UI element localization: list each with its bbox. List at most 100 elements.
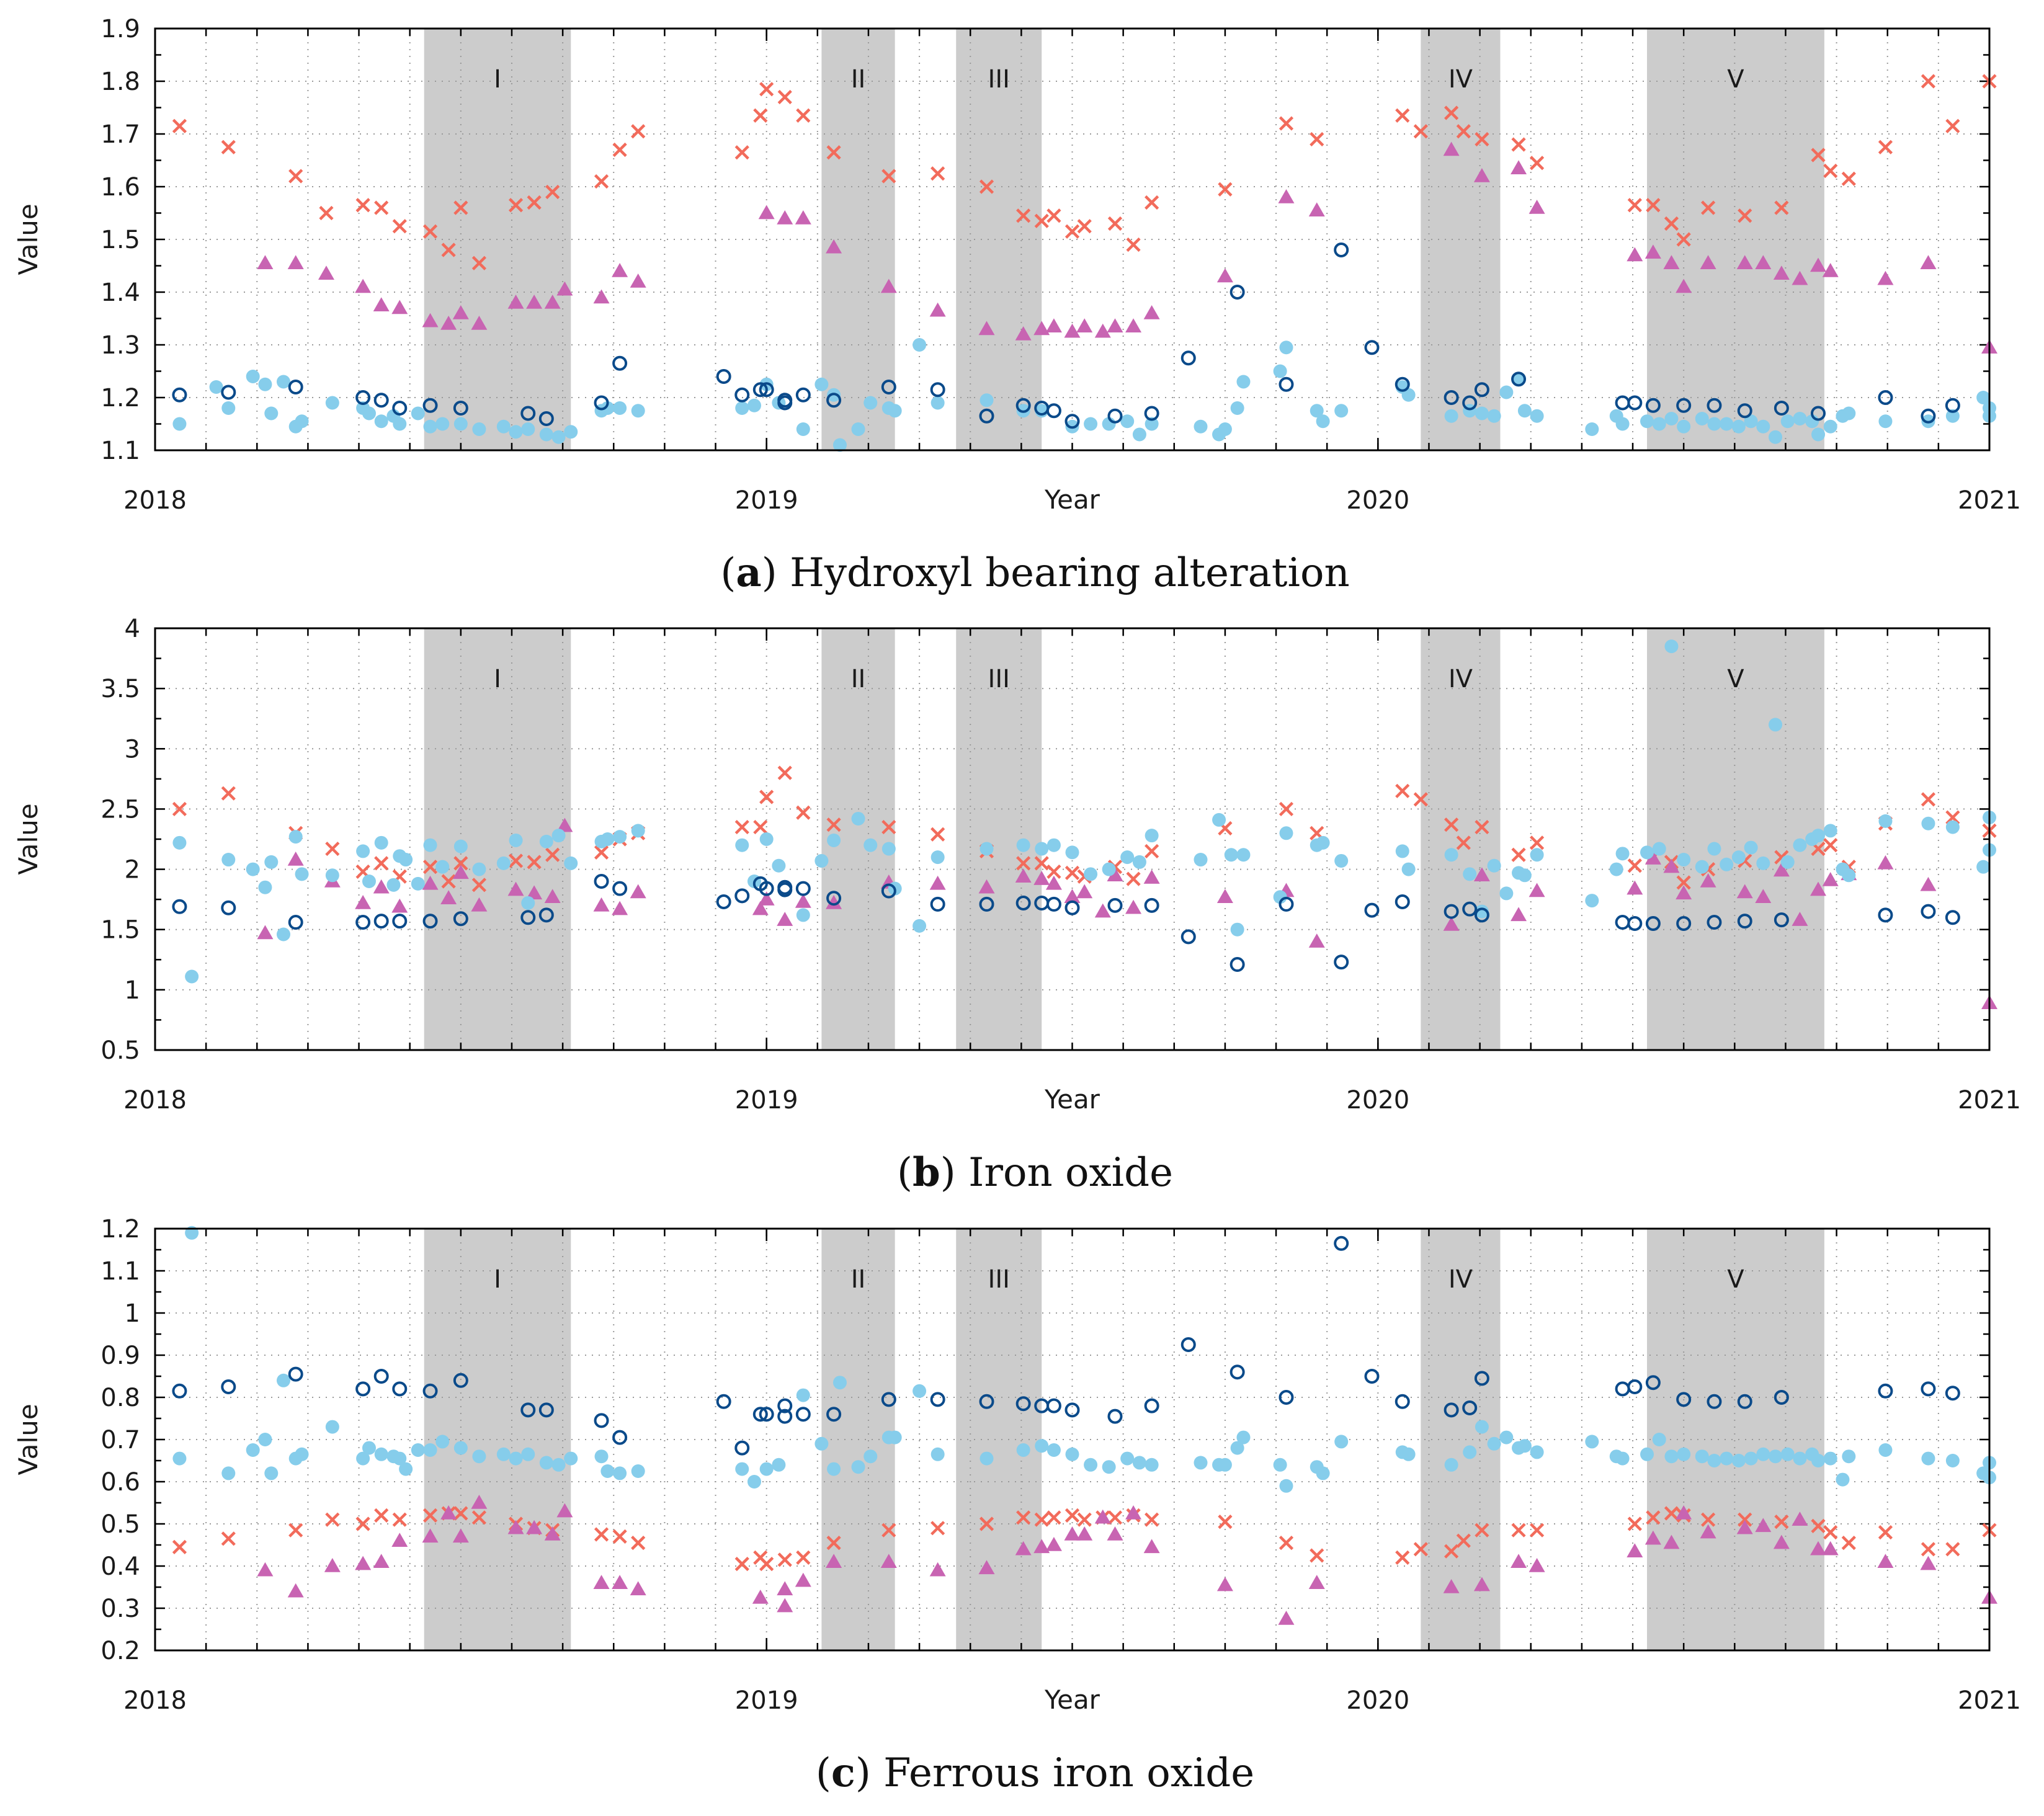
data-point-triangle	[1676, 278, 1692, 293]
data-point-cross	[1475, 1523, 1489, 1538]
data-point-triangle	[1064, 1526, 1081, 1541]
data-point-filled_circle	[1707, 1454, 1721, 1467]
data-point-cross	[1310, 1548, 1324, 1563]
data-point-cross	[1279, 801, 1294, 817]
data-point-triangle	[1773, 1534, 1790, 1549]
period-label-III: III	[988, 1265, 1010, 1294]
period-label-III: III	[988, 665, 1010, 693]
data-point-filled_circle	[1842, 868, 1856, 883]
data-point-filled_circle	[1615, 847, 1630, 861]
data-point-open_circle	[1107, 1409, 1123, 1424]
data-point-cross	[1511, 1523, 1526, 1538]
data-point-filled_circle	[1664, 412, 1679, 425]
data-point-filled_circle	[759, 832, 774, 846]
data-point-filled_circle	[246, 1443, 260, 1457]
data-point-filled_circle	[551, 430, 566, 444]
y-tick-label: 1.4	[100, 278, 140, 307]
y-tick-label: 1	[125, 976, 140, 1005]
y-tick-label: 1.5	[100, 916, 140, 945]
data-point-open_circle	[392, 1381, 408, 1397]
data-point-filled_circle	[1652, 1433, 1666, 1446]
period-label-V: V	[1727, 665, 1744, 693]
data-point-open_circle	[930, 1392, 945, 1407]
data-point-filled_circle	[1487, 858, 1501, 873]
data-point-cross	[979, 179, 994, 194]
data-point-cross	[545, 184, 560, 200]
data-point-filled_circle	[1132, 855, 1146, 869]
data-point-cross	[508, 853, 524, 868]
y-tick-label: 0.5	[100, 1036, 140, 1065]
data-point-filled_circle	[594, 1449, 609, 1464]
data-point-filled_circle	[613, 1466, 627, 1480]
data-point-filled_circle	[362, 1441, 376, 1455]
data-point-open_circle	[392, 914, 408, 929]
data-point-cross	[1126, 237, 1141, 252]
data-point-triangle	[1143, 1539, 1160, 1554]
data-point-open_circle	[1627, 916, 1643, 931]
data-point-triangle	[826, 1554, 842, 1568]
data-point-triangle	[1143, 305, 1160, 319]
period-band-V	[1647, 1229, 1824, 1650]
data-point-filled_circle	[386, 878, 401, 892]
data-point-cross	[1945, 810, 1960, 825]
data-point-filled_circle	[258, 1433, 272, 1446]
data-point-cross	[392, 1512, 407, 1527]
data-point-open_circle	[881, 1392, 896, 1407]
data-point-triangle	[777, 912, 793, 926]
data-point-open_circle	[1737, 403, 1752, 419]
data-point-cross	[221, 786, 236, 801]
data-point-open_circle	[1676, 916, 1692, 931]
data-point-filled_circle	[1695, 412, 1709, 425]
data-point-open_circle	[612, 355, 628, 371]
y-tick-label: 1.2	[100, 384, 140, 412]
data-point-open_circle	[1180, 1337, 1196, 1352]
data-point-filled_circle	[1316, 414, 1330, 429]
data-point-open_circle	[979, 896, 994, 912]
data-point-filled_circle	[1279, 340, 1293, 355]
data-point-open_circle	[734, 387, 750, 403]
data-point-triangle	[1627, 1543, 1643, 1557]
data-point-cross	[881, 1523, 896, 1538]
y-tick-label: 3	[125, 735, 140, 763]
data-point-open_circle	[1064, 1402, 1080, 1418]
data-point-open_circle	[1645, 916, 1661, 931]
data-point-filled_circle	[453, 839, 468, 853]
caption-letter: c	[831, 1750, 855, 1796]
data-point-cross	[1823, 1525, 1838, 1540]
y-tick-label: 1.8	[100, 68, 140, 96]
caption-text: Hydroxyl bearing alteration	[790, 550, 1350, 596]
data-point-triangle	[1792, 270, 1808, 285]
data-point-filled_circle	[246, 370, 260, 383]
data-point-triangle	[1645, 1530, 1661, 1545]
data-point-cross	[979, 1516, 994, 1531]
data-point-filled_circle	[814, 853, 829, 868]
data-point-filled_circle	[1499, 385, 1514, 399]
data-point-triangle	[1645, 850, 1661, 865]
series-open_circle	[172, 1235, 1960, 1456]
data-point-filled_circle	[1401, 862, 1416, 876]
data-point-triangle	[1700, 255, 1716, 269]
data-point-triangle	[1920, 876, 1937, 891]
x-tick-label: 2020	[1346, 1086, 1409, 1115]
data-point-triangle	[1443, 916, 1460, 931]
data-point-triangle	[1076, 884, 1093, 899]
x-tick-label: 2018	[123, 1086, 187, 1115]
data-point-filled_circle	[276, 375, 290, 389]
data-point-cross	[374, 1508, 389, 1523]
data-point-open_circle	[612, 1430, 628, 1445]
data-point-filled_circle	[1120, 850, 1135, 865]
data-point-filled_circle	[1921, 816, 1935, 830]
y-axis-title: Value	[13, 803, 43, 875]
data-point-cross	[1413, 124, 1428, 139]
data-point-triangle	[1736, 1520, 1753, 1534]
data-point-cross	[1921, 1542, 1936, 1557]
data-point-triangle	[1920, 1556, 1937, 1570]
data-point-filled_circle	[411, 876, 425, 891]
data-point-triangle	[978, 321, 995, 336]
data-point-cross	[931, 166, 945, 181]
data-point-filled_circle	[1065, 845, 1079, 860]
data-point-filled_circle	[295, 1447, 309, 1461]
data-point-triangle	[1736, 884, 1753, 899]
data-point-filled_circle	[1530, 848, 1544, 862]
data-point-triangle	[1473, 1577, 1490, 1591]
